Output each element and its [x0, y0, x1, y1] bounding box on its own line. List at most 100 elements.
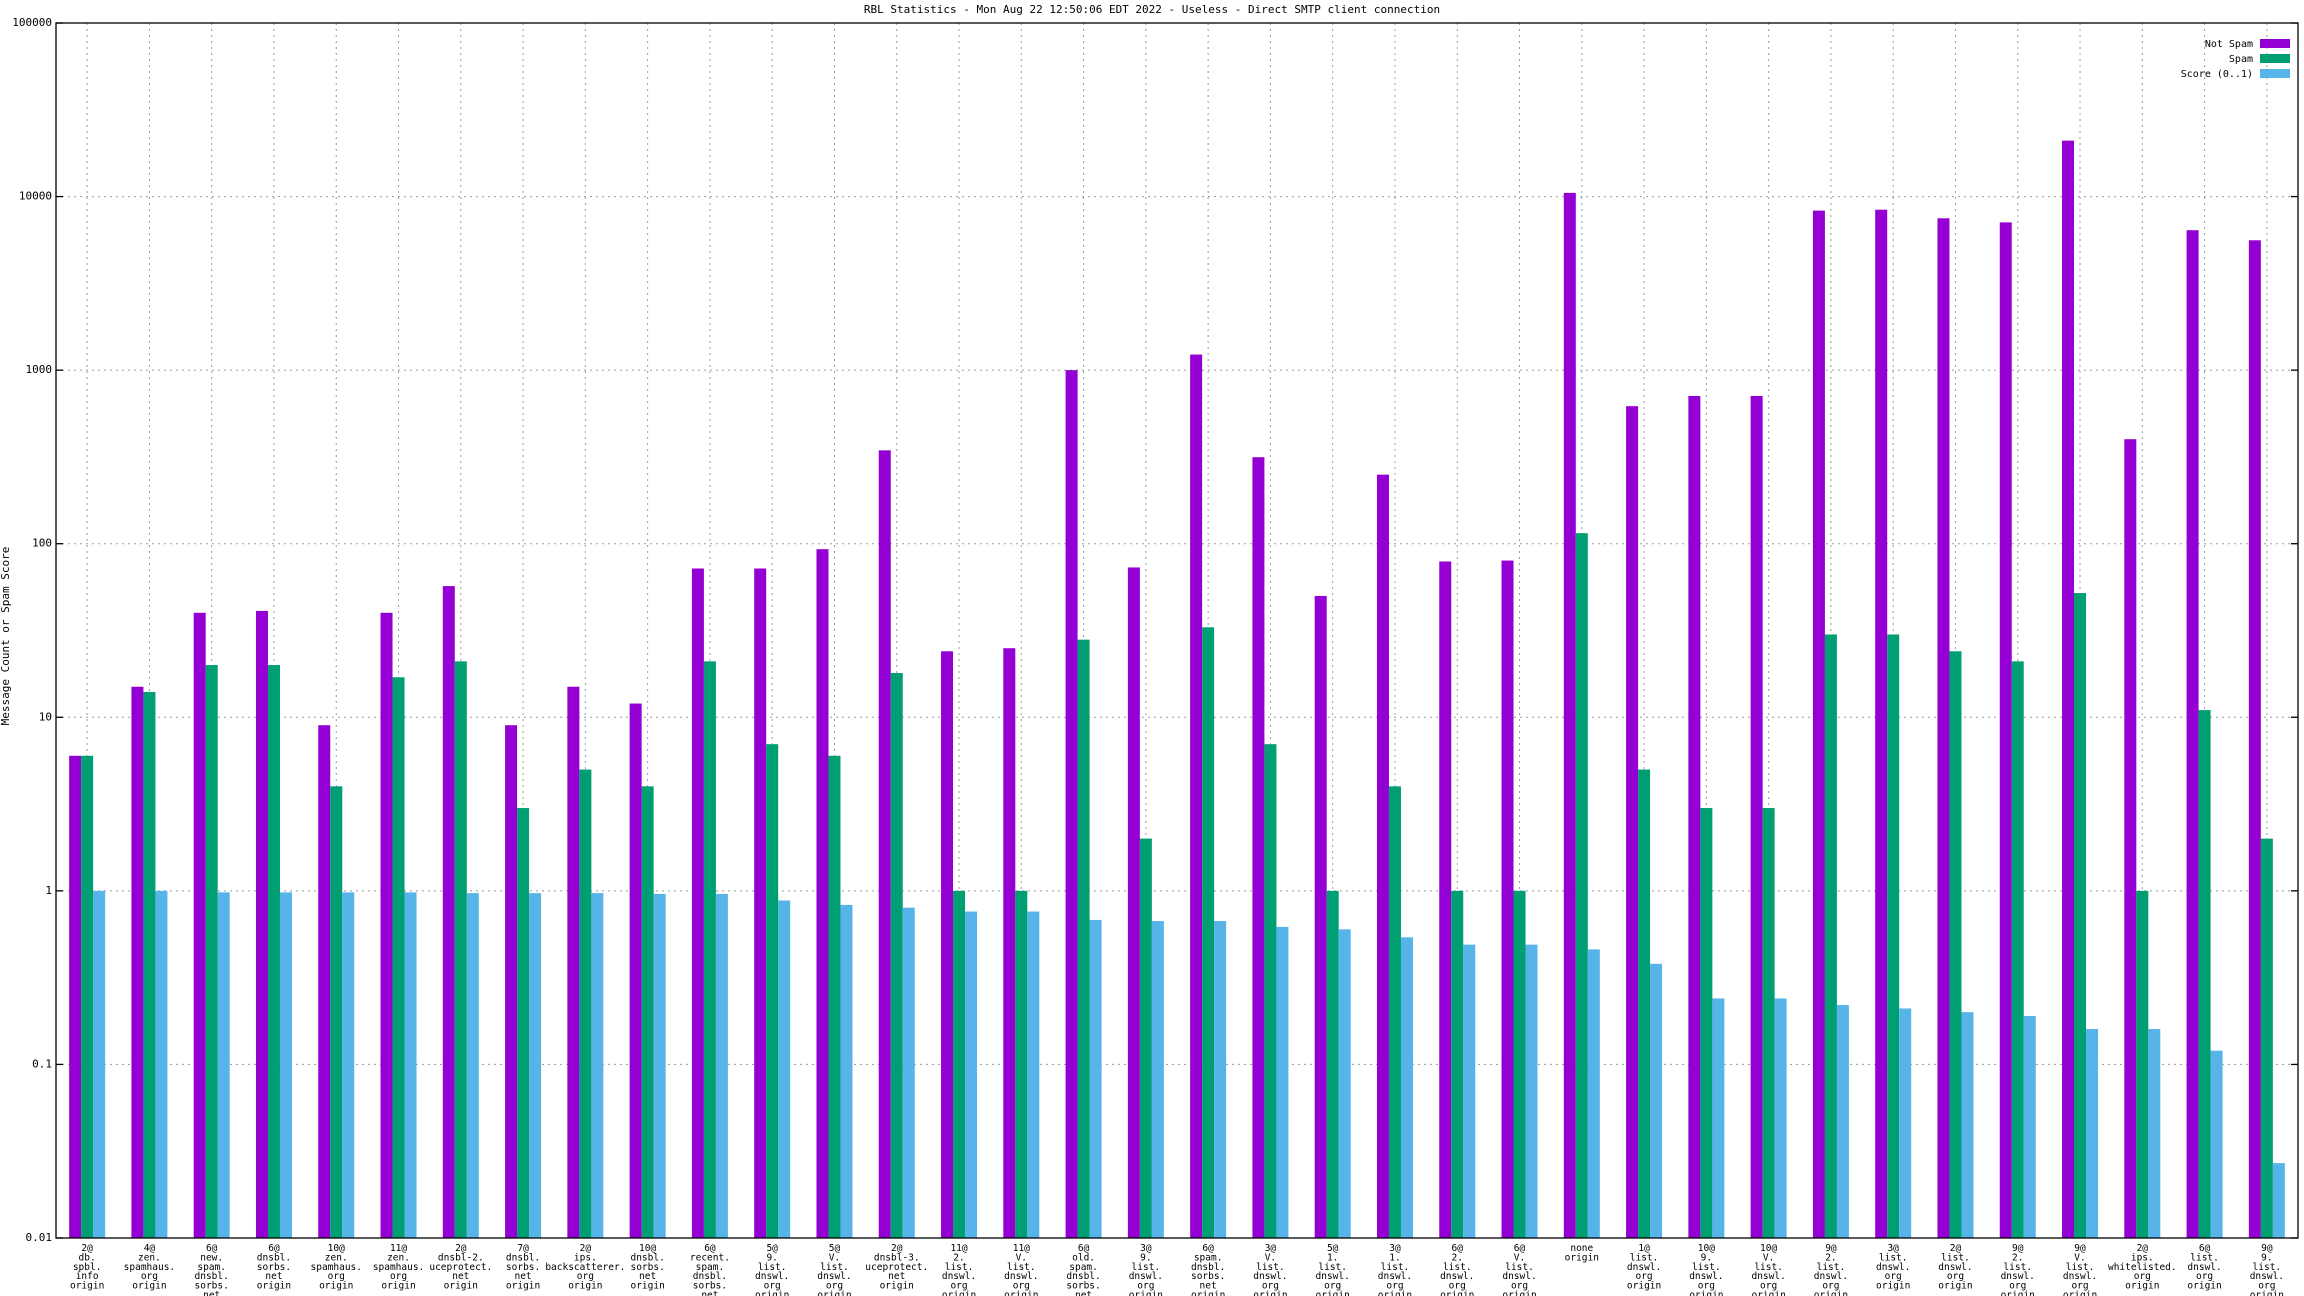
legend-label: Not Spam — [2205, 39, 2253, 50]
bar-spam — [1824, 634, 1837, 1238]
bar-score-0-1 — [2148, 1028, 2161, 1238]
bar-spam — [1202, 627, 1215, 1238]
x-tick-label: 3@ list. dnswl. org origin — [1876, 1243, 1910, 1292]
x-tick-label-line: org — [2071, 1281, 2088, 1292]
bar-spam — [641, 786, 654, 1238]
x-tick-label-line: 9. — [1140, 1252, 1151, 1263]
x-tick-label-line: new. — [200, 1252, 223, 1263]
x-tick-label-line: 9. — [766, 1252, 777, 1263]
x-tick-label-line: list. — [2003, 1262, 2032, 1273]
bar-spam — [2074, 593, 2087, 1238]
x-tick-label-line: 3@ — [1265, 1243, 1277, 1254]
x-tick-label-line: uceprotect. — [429, 1262, 492, 1273]
x-tick-label-line: list. — [1692, 1262, 1721, 1273]
x-tick-label-line: list. — [1256, 1262, 1285, 1273]
x-tick-label-line: list. — [1630, 1252, 1659, 1263]
bar-spam — [890, 672, 903, 1238]
x-tick-label-line: origin — [1004, 1290, 1038, 1296]
bar-not-spam — [1252, 457, 1265, 1238]
bar-score-0-1 — [653, 893, 666, 1238]
bar-spam — [1015, 890, 1028, 1238]
bar-score-0-1 — [1774, 998, 1787, 1238]
bar-score-0-1 — [1463, 944, 1476, 1238]
bar-spam — [454, 661, 467, 1238]
x-tick-label-line: list. — [1132, 1262, 1161, 1273]
x-tick-label-line: origin — [1502, 1290, 1536, 1296]
x-tick-label-line: list. — [1941, 1252, 1970, 1263]
x-tick-label-line: org — [141, 1271, 158, 1282]
bar-spam — [330, 786, 343, 1238]
x-tick-label-line: sorbs. — [693, 1281, 727, 1292]
x-tick-label-line: 10@ — [639, 1243, 656, 1254]
bar-score-0-1 — [217, 892, 230, 1238]
bar-not-spam — [1127, 567, 1140, 1238]
x-tick-label-line: dnswl. — [1876, 1262, 1910, 1273]
x-tick-label-line: dnsbl. — [195, 1271, 229, 1282]
bar-score-0-1 — [1650, 963, 1663, 1238]
x-tick-label-line: org — [1511, 1281, 1528, 1292]
x-tick-label-line: spam. — [1194, 1252, 1223, 1263]
x-tick-label-line: 6@ — [1452, 1243, 1464, 1254]
x-tick-label-line: origin — [1627, 1281, 1661, 1292]
x-tick-label-line: origin — [132, 1281, 166, 1292]
bar-not-spam — [1626, 406, 1639, 1238]
y-tick-label: 0.1 — [32, 1057, 52, 1070]
bar-spam — [1451, 890, 1464, 1238]
x-tick-label-line: 9. — [1701, 1252, 1712, 1263]
x-tick-label-line: spam. — [696, 1262, 725, 1273]
x-tick-label-line: origin — [2187, 1281, 2221, 1292]
x-tick-label-line: org — [1698, 1281, 1715, 1292]
x-tick-label-line: origin — [1938, 1281, 1972, 1292]
x-tick-label-line: 10@ — [1760, 1243, 1777, 1254]
x-tick-label-line: list. — [2190, 1252, 2219, 1263]
x-tick-label-line: sorbs. — [506, 1262, 540, 1273]
x-tick-label-line: origin — [630, 1281, 664, 1292]
x-tick-label-line: spamhaus. — [124, 1262, 175, 1273]
bar-score-0-1 — [1400, 937, 1413, 1238]
x-tick-label-line: 2@ — [2137, 1243, 2149, 1254]
bar-score-0-1 — [1338, 929, 1351, 1238]
x-tick-label: 10@ zen. spamhaus. org origin — [311, 1243, 362, 1292]
x-tick-label-line: origin — [817, 1290, 851, 1296]
x-tick-label: 2@ ips. whitelisted. org origin — [2108, 1243, 2177, 1292]
x-tick-label: 2@ db. spbl. info origin — [70, 1243, 104, 1292]
bar-score-0-1 — [778, 900, 791, 1238]
x-tick-label-line: org — [826, 1281, 843, 1292]
x-tick-label-line: 11@ — [390, 1243, 407, 1254]
bar-score-0-1 — [840, 904, 853, 1238]
bar-not-spam — [691, 568, 704, 1238]
bar-score-0-1 — [1276, 926, 1289, 1238]
bar-spam — [1077, 639, 1090, 1238]
x-tick-label-line: backscatterer. — [545, 1262, 625, 1273]
x-tick-label-line: org — [390, 1271, 407, 1282]
bar-score-0-1 — [1836, 1004, 1849, 1238]
bar-score-0-1 — [1587, 949, 1600, 1238]
x-tick-label: 9@ 9. list. dnswl. org origin — [2250, 1243, 2284, 1296]
x-tick-label: 9@ 2. list. dnswl. org origin — [2001, 1243, 2035, 1296]
x-tick-label-line: spam. — [1069, 1262, 1098, 1273]
bar-spam — [205, 665, 218, 1238]
x-tick-label-line: dnsbl-2. — [438, 1252, 484, 1263]
x-tick-label-line: dnswl. — [1316, 1271, 1350, 1282]
x-tick-label-line: dnsbl. — [630, 1252, 664, 1263]
bar-spam — [1139, 838, 1152, 1238]
x-tick-label-line: org — [2134, 1271, 2151, 1282]
x-tick-label: 9@ 2. list. dnswl. org origin — [1814, 1243, 1848, 1296]
bar-spam — [2011, 661, 2024, 1238]
bar-not-spam — [2062, 140, 2075, 1239]
x-tick-label-line: origin — [2125, 1281, 2159, 1292]
x-tick-label: 2@ dnsbl-3. uceprotect. net origin — [865, 1243, 928, 1292]
bar-not-spam — [1999, 222, 2012, 1238]
x-tick-label-line: ips. — [2131, 1252, 2154, 1263]
bar-spam — [1388, 786, 1401, 1238]
x-tick-label-line: 6@ — [1078, 1243, 1090, 1254]
x-tick-label-line: sorbs. — [630, 1262, 664, 1273]
x-tick-label-line: origin — [319, 1281, 353, 1292]
x-tick-label-line: sorbs. — [195, 1281, 229, 1292]
x-tick-label-line: V. — [829, 1252, 840, 1263]
x-tick-label-line: 3@ — [1887, 1243, 1899, 1254]
bar-score-0-1 — [529, 893, 542, 1238]
x-tick-label-line: 3@ — [1140, 1243, 1152, 1254]
x-tick-label-line: dnswl. — [1751, 1271, 1785, 1282]
